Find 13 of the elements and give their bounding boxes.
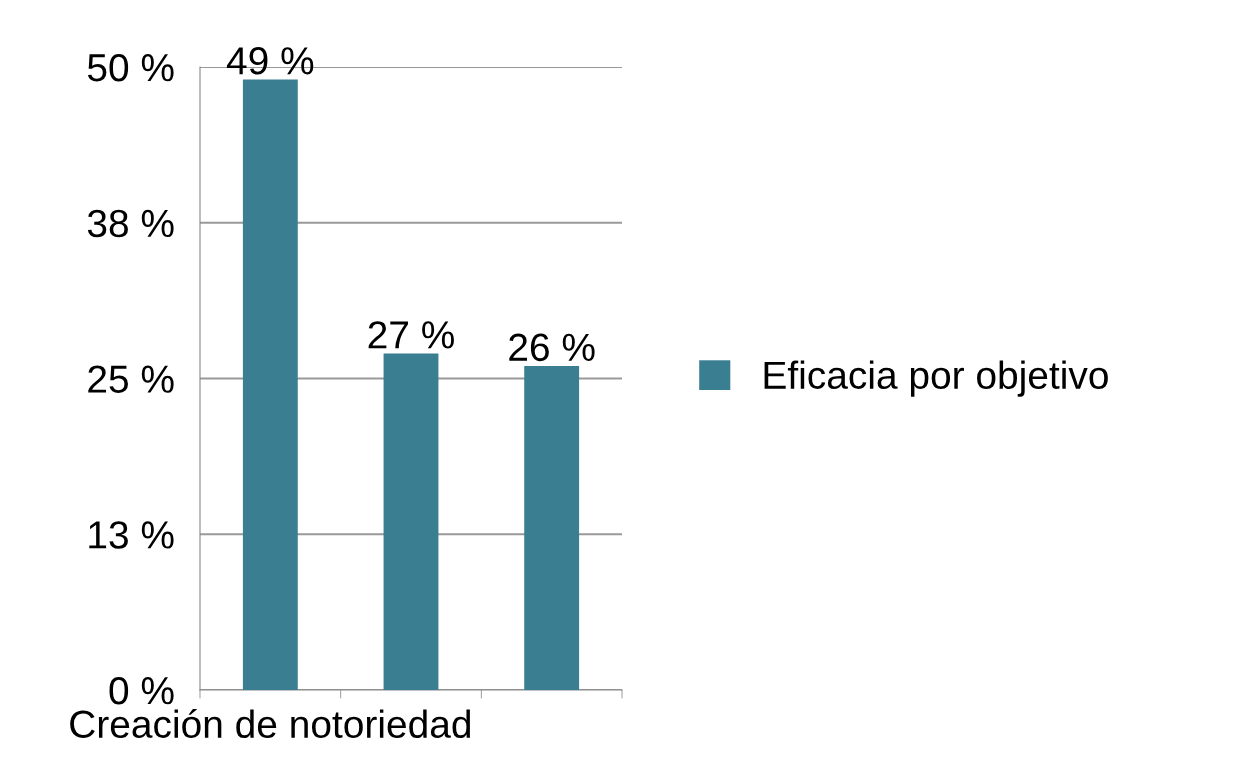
y-tick-label: 38 % (87, 209, 174, 238)
data-label: 49 % (226, 47, 314, 75)
data-label: 26 % (509, 333, 595, 362)
y-tick-label: 50 % (87, 53, 174, 82)
y-tick-label: 25 % (88, 365, 174, 393)
bar (383, 353, 439, 690)
bar (524, 366, 580, 690)
bar (242, 79, 298, 690)
y-tick-label: 0 % (109, 676, 174, 705)
data-label: 27 % (368, 321, 454, 349)
x-tick-label: Creación de notoriedad (70, 708, 470, 739)
y-tick-label: 13 % (89, 521, 174, 549)
legend-label: Eficacia por objetivo (764, 360, 1108, 397)
